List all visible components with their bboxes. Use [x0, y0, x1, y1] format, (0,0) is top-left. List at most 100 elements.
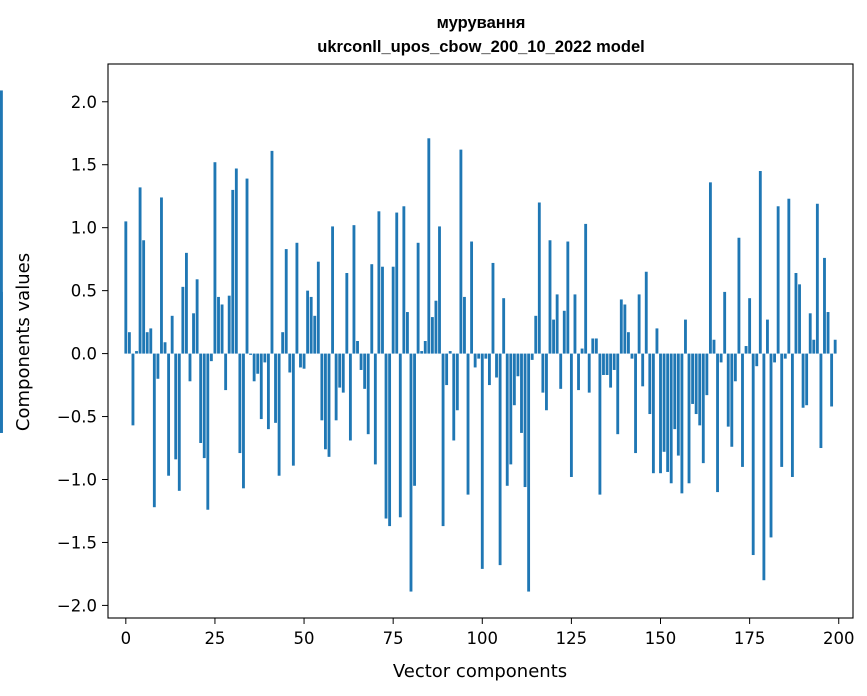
bar [359, 353, 363, 370]
bar [409, 353, 413, 592]
bar [737, 237, 741, 354]
bar [170, 315, 174, 354]
bar [377, 211, 381, 354]
bar [473, 353, 477, 368]
bar [591, 338, 595, 354]
bar [249, 353, 253, 355]
bar [313, 315, 317, 354]
bar [723, 291, 727, 354]
bar [420, 351, 424, 354]
bar [413, 353, 416, 486]
bar [566, 241, 570, 354]
bar [363, 353, 367, 389]
bar [185, 252, 188, 354]
bar [259, 353, 263, 420]
x-tick-label: 25 [204, 629, 225, 648]
bar [199, 353, 203, 443]
chart-subtitle: ukrconll_upos_cbow_200_10_2022 model [317, 38, 644, 56]
bar [555, 294, 559, 354]
bar [395, 212, 399, 354]
bar [163, 342, 167, 354]
bar [320, 353, 324, 421]
bar [819, 353, 823, 449]
bar [548, 240, 552, 354]
bar [623, 304, 627, 354]
bar [263, 353, 267, 363]
bar [769, 353, 773, 538]
bar [160, 197, 163, 354]
bar [694, 353, 698, 415]
bar [174, 353, 178, 460]
bar [573, 294, 577, 354]
bar [455, 353, 459, 411]
bar [142, 240, 146, 354]
bar [830, 353, 834, 407]
bar [780, 353, 784, 467]
plot-frame [107, 63, 854, 619]
y-tick-label: 0.0 [71, 345, 97, 364]
bar [498, 353, 502, 566]
bar [673, 353, 677, 430]
bar [167, 353, 171, 476]
bar [719, 353, 723, 363]
bar [605, 353, 609, 375]
bar [270, 150, 274, 354]
bar [794, 273, 798, 354]
bar [545, 353, 548, 411]
bar [445, 353, 449, 386]
bar [701, 353, 705, 464]
bar [801, 353, 805, 408]
bar [755, 353, 759, 367]
bar [666, 353, 670, 472]
bar [520, 353, 523, 433]
bar [502, 298, 506, 354]
bar [427, 138, 431, 354]
bar [527, 353, 531, 592]
bar [477, 353, 481, 359]
bar [587, 353, 591, 393]
bar [783, 353, 787, 359]
bar [516, 353, 520, 377]
bar [213, 162, 217, 354]
bar [634, 353, 637, 454]
bar [562, 310, 566, 354]
bar [826, 312, 830, 354]
bar [131, 353, 135, 426]
bar [716, 353, 719, 493]
bar [138, 187, 142, 354]
bar [434, 300, 438, 354]
bar [648, 353, 652, 415]
bar [224, 353, 228, 391]
bar [302, 353, 306, 369]
bar [331, 226, 334, 354]
bar [616, 353, 620, 435]
bar [149, 328, 153, 354]
bar [712, 339, 716, 354]
y-tick-label: −2.0 [57, 596, 97, 615]
bar [559, 353, 563, 389]
bar [274, 353, 277, 423]
bar [234, 168, 238, 354]
x-tick-label: 150 [645, 629, 677, 648]
x-tick-label: 125 [556, 629, 588, 648]
bar [805, 353, 809, 406]
bar [523, 353, 527, 488]
bar [505, 353, 509, 486]
bar [324, 353, 327, 450]
bar [552, 319, 555, 354]
bar [684, 319, 687, 354]
bar [366, 353, 370, 435]
bar [662, 353, 666, 452]
bar [277, 353, 281, 476]
bar [609, 353, 613, 388]
bar [577, 353, 580, 391]
bar [487, 353, 491, 386]
bar [669, 353, 673, 484]
bar [534, 315, 538, 354]
bar [416, 242, 420, 354]
y-axis-label: Components values [13, 253, 34, 431]
bar [195, 279, 199, 354]
bar [659, 353, 662, 474]
y-tick-label: −0.5 [57, 408, 97, 427]
bar [231, 189, 235, 354]
